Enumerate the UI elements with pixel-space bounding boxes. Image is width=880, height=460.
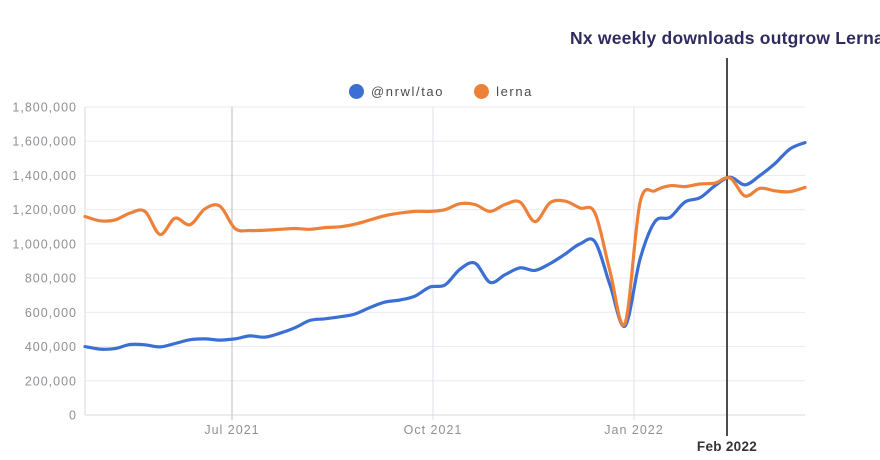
x-axis-label: Jul 2021 [204,423,259,437]
y-axis-label: 600,000 [25,306,77,320]
y-axis-label: 1,600,000 [12,135,77,149]
legend-label: lerna [496,84,534,99]
y-axis-label: 1,400,000 [12,169,77,183]
legend-item-lerna[interactable]: lerna [474,84,533,99]
chart-legend: @nrwl/tao lerna [348,84,533,99]
series-line--nrwl-tao [83,141,807,351]
y-axis-label: 400,000 [25,340,77,354]
y-axis-label: 800,000 [25,272,77,286]
y-axis-label: 1,800,000 [12,101,77,115]
y-axis-label: 1,200,000 [12,203,77,217]
series-color-dot-icon [474,84,490,99]
legend-label: @nrwl/tao [370,84,445,99]
annotation-label: Feb 2022 [696,439,758,454]
x-axis-label: Jan 2022 [604,423,663,437]
x-axis-label: Oct 2021 [404,423,463,437]
legend-item-nrwl-tao[interactable]: @nrwl/tao [348,84,445,99]
series-color-dot-icon [348,84,364,99]
y-axis-label: 0 [69,409,77,423]
y-axis-label: 1,000,000 [12,237,77,251]
y-axis-label: 200,000 [25,374,77,388]
chart-title: Nx weekly downloads outgrow Lerna [570,28,880,48]
series-line-lerna [83,175,807,327]
